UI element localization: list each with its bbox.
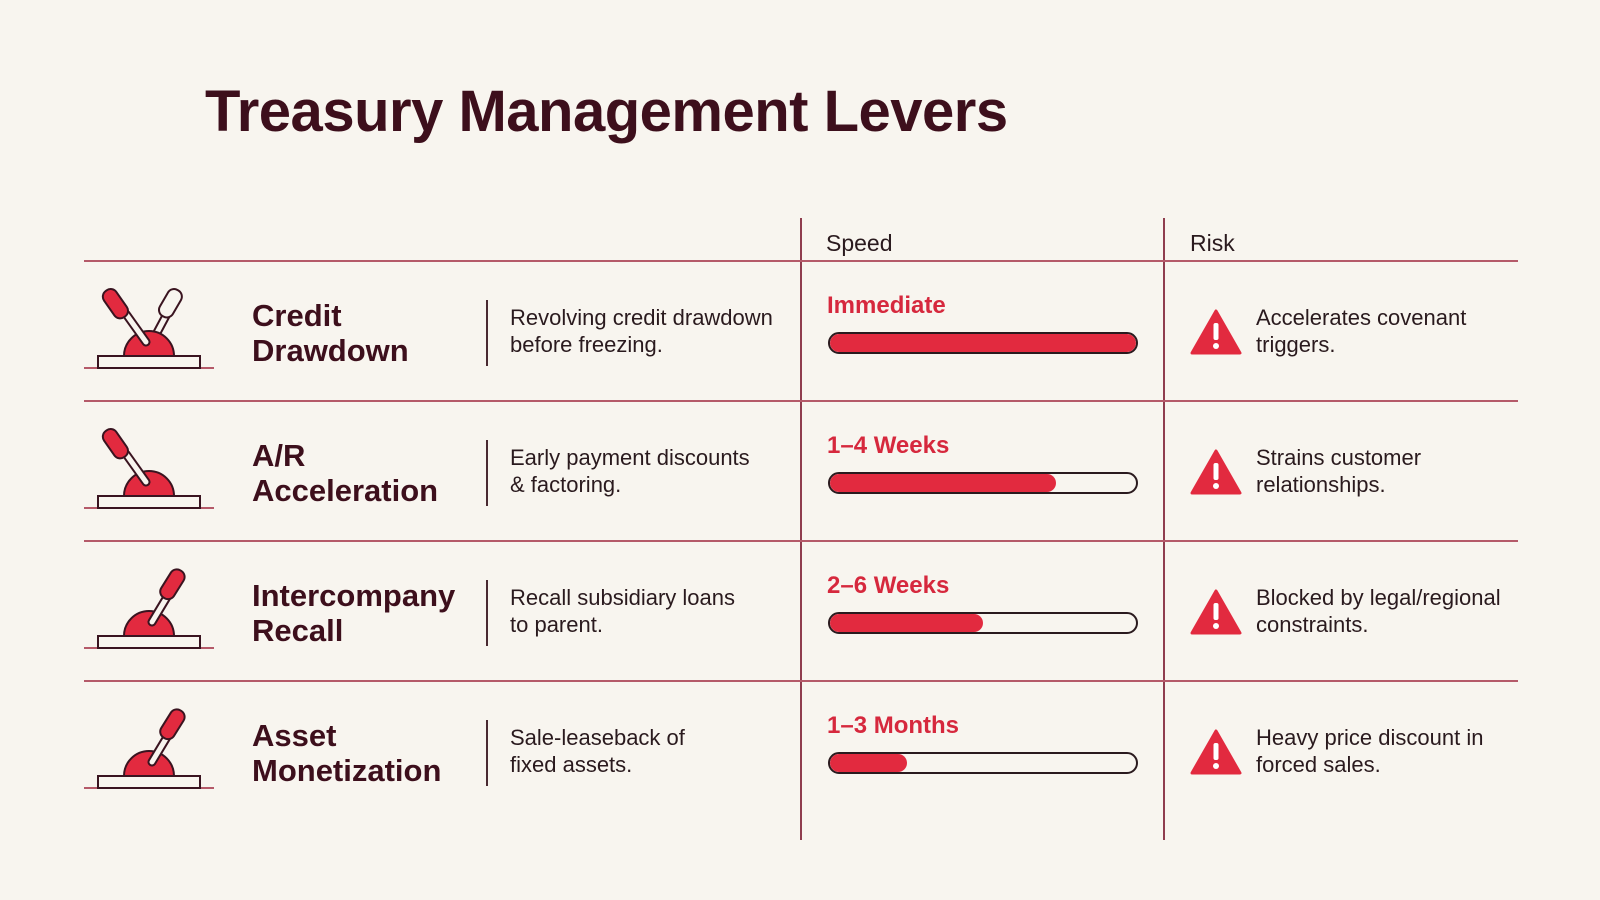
lever-description: Recall subsidiary loans to parent. xyxy=(510,585,735,637)
double-lever-icon xyxy=(84,288,214,369)
lever-name: A/R Acceleration xyxy=(252,438,439,508)
speed-bar xyxy=(828,332,1138,354)
speed-label: Immediate xyxy=(827,292,946,319)
risk-text: Accelerates covenant triggers. xyxy=(1256,305,1467,357)
speed-bar-fill xyxy=(830,474,1057,492)
name-separator xyxy=(486,720,488,786)
warning-icon xyxy=(1190,729,1242,775)
lever-name: Credit Drawdown xyxy=(252,298,409,368)
risk-text: Heavy price discount in forced sales. xyxy=(1256,725,1484,777)
lever-row-asset-monetization: Asset Monetization Sale-leaseback of fix… xyxy=(84,682,1518,825)
name-separator xyxy=(486,580,488,646)
speed-column-divider xyxy=(800,218,802,840)
row-divider xyxy=(84,400,1518,402)
name-separator xyxy=(486,440,488,506)
lever-row-ar-acceleration: A/R Acceleration Early payment discounts… xyxy=(84,402,1518,545)
lever-left-icon xyxy=(84,428,214,509)
header-divider xyxy=(84,260,1518,262)
lever-row-intercompany-recall: Intercompany Recall Recall subsidiary lo… xyxy=(84,542,1518,685)
page-title: Treasury Management Levers xyxy=(205,79,1008,144)
speed-bar-fill xyxy=(830,334,1136,352)
speed-label: 1–3 Months xyxy=(827,712,960,739)
speed-bar-fill xyxy=(830,614,983,632)
lever-name: Intercompany Recall xyxy=(252,578,456,648)
risk-column-header: Risk xyxy=(1190,230,1235,256)
speed-bar xyxy=(828,472,1138,494)
lever-right-icon xyxy=(84,708,214,789)
warning-icon xyxy=(1190,309,1242,355)
speed-label: 2–6 Weeks xyxy=(827,572,950,599)
risk-text: Strains customer relationships. xyxy=(1256,445,1422,497)
lever-description: Sale-leaseback of fixed assets. xyxy=(510,725,685,777)
row-divider xyxy=(84,540,1518,542)
lever-description: Early payment discounts & factoring. xyxy=(510,445,750,497)
speed-bar xyxy=(828,752,1138,774)
lever-name: Asset Monetization xyxy=(252,718,442,788)
warning-icon xyxy=(1190,589,1242,635)
speed-label: 1–4 Weeks xyxy=(827,432,950,459)
lever-right-icon xyxy=(84,568,214,649)
row-divider xyxy=(84,680,1518,682)
lever-row-credit-drawdown: Credit Drawdown Revolving credit drawdow… xyxy=(84,262,1518,405)
speed-column-header: Speed xyxy=(826,230,893,256)
speed-bar xyxy=(828,612,1138,634)
risk-column-divider xyxy=(1163,218,1165,840)
name-separator xyxy=(486,300,488,366)
lever-description: Revolving credit drawdown before freezin… xyxy=(510,305,773,357)
levers-table: Speed Risk Credit Drawdown Revolving cre… xyxy=(84,218,1518,840)
risk-text: Blocked by legal/regional constraints. xyxy=(1256,585,1501,637)
warning-icon xyxy=(1190,449,1242,495)
speed-bar-fill xyxy=(830,754,907,772)
